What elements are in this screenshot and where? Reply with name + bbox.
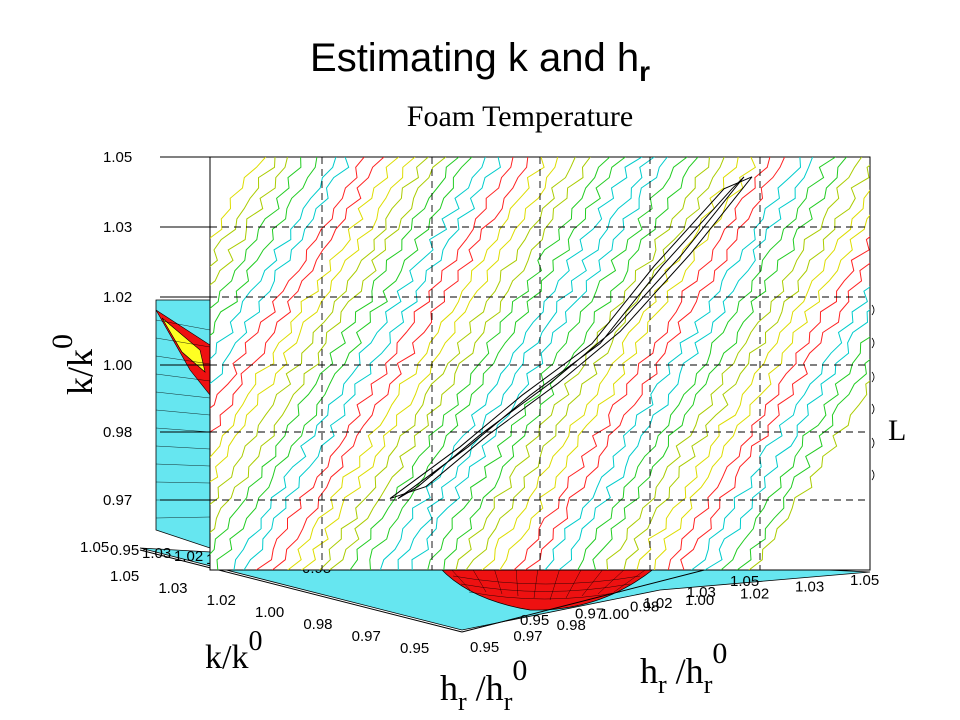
surface-axis1-tick: 1.05 [110, 568, 139, 585]
contour-line [319, 157, 576, 570]
contour-line [465, 157, 725, 570]
surface-axis2-tick: 0.98 [557, 617, 586, 634]
surface-axis3-tick: 0.97 [575, 605, 604, 622]
contour-line [720, 336, 870, 570]
surface-axis1-tick: 1.03 [158, 580, 187, 597]
contour-line [704, 309, 870, 570]
surface-axis1-tick: 1.00 [255, 604, 284, 621]
surface-axis3-tick: 1.00 [685, 592, 714, 609]
contour-line [680, 262, 870, 570]
y-tick-label: 1.03 [103, 219, 132, 236]
surface-axis3-tick: 0.95 [520, 612, 549, 629]
contour-line [287, 157, 545, 570]
surface-axis2-tick: 0.97 [513, 628, 542, 645]
y-tick-label: 1.05 [103, 149, 132, 166]
axis3-label: hr /hr0 [640, 637, 727, 699]
contour-line [524, 157, 786, 570]
surface-side-tick: 1.03 [142, 545, 171, 562]
contour-line [667, 236, 870, 570]
contour-line [455, 157, 710, 570]
contour-line [210, 157, 365, 409]
surface-side-tick: 0.95 [110, 542, 139, 559]
contour-line [577, 157, 836, 570]
contour-line [748, 380, 870, 570]
surface-axis2-tick: 1.03 [687, 584, 716, 601]
contour-line [397, 157, 655, 570]
contour-line [349, 157, 611, 570]
contour-line [210, 157, 337, 360]
contour-line [592, 157, 847, 570]
surface-axis2-tick: 1.05 [730, 573, 759, 590]
contour-line [233, 157, 486, 570]
contour-line [210, 157, 276, 267]
slide-title: Estimating k and hr [310, 36, 650, 87]
right-label-L: L [888, 414, 906, 447]
valley-contour [397, 176, 745, 499]
contour-line [210, 157, 385, 433]
surface-axis3-tick: 1.03 [795, 579, 824, 596]
chart-title: Foam Temperature [406, 100, 634, 133]
surface-axis1-tick: 1.02 [207, 592, 236, 609]
contour-line [623, 164, 870, 570]
contour-line [210, 157, 267, 239]
y-axis-label: k/k0 [46, 334, 100, 395]
contour-line [636, 189, 870, 570]
surface-axis2-tick: 1.02 [643, 595, 672, 612]
contour-line [691, 286, 870, 570]
y-tick-label: 0.98 [103, 424, 132, 441]
contour-line [736, 358, 870, 570]
surface-axis2-tick: 0.95 [470, 639, 499, 656]
contour-line [210, 157, 416, 483]
y-tick-label: 1.00 [103, 357, 132, 374]
contour-line [411, 157, 668, 570]
y-tick-label: 0.97 [103, 492, 132, 509]
contour-line [210, 157, 318, 337]
y-tick-label: 1.02 [103, 289, 132, 306]
surface-yellow-highlight [161, 317, 206, 373]
contour-line [513, 157, 771, 570]
contour-line [544, 157, 802, 570]
contour-line [271, 157, 529, 570]
contour-line [329, 157, 591, 570]
contour-line [243, 157, 501, 570]
contour-line [427, 157, 688, 570]
surface-axis3-tick: 1.05 [850, 572, 879, 589]
contour-line [210, 157, 399, 459]
surface-axis1-tick: 0.95 [400, 640, 429, 657]
contour-line [210, 157, 288, 286]
contour-line [443, 157, 699, 570]
surface-axis2-tick: 1.00 [600, 606, 629, 623]
contour-line [210, 157, 350, 385]
contour-line [379, 157, 643, 570]
surface-axis3-tick: 1.02 [740, 585, 769, 602]
axis-k-line [139, 549, 463, 633]
contour-line [481, 157, 739, 570]
contour-line [255, 157, 514, 570]
surface-axis1-tick: 0.98 [303, 616, 332, 633]
surface-axis1-tick: 0.97 [352, 628, 381, 645]
contour-line [499, 157, 757, 570]
contour-line [369, 157, 626, 570]
surface-axis3-tick: 0.98 [630, 599, 659, 616]
contour-line [210, 157, 429, 505]
contour-line [216, 157, 473, 570]
axis1-label: k/k0 [205, 626, 262, 676]
contour-line [210, 157, 447, 533]
axis2-label: hr /hr0 [440, 654, 527, 716]
surface-side-tick: 1.02 [174, 548, 203, 565]
contour-line [558, 157, 814, 570]
contour-line [210, 157, 460, 555]
valley-contour [389, 176, 753, 500]
axis-hr-line [461, 565, 721, 633]
contour-line [654, 214, 870, 570]
contour-line [606, 157, 863, 570]
surface-red-bowl [439, 567, 656, 611]
surface-side-tick: 1.05 [80, 539, 109, 556]
contour-line [210, 157, 302, 309]
